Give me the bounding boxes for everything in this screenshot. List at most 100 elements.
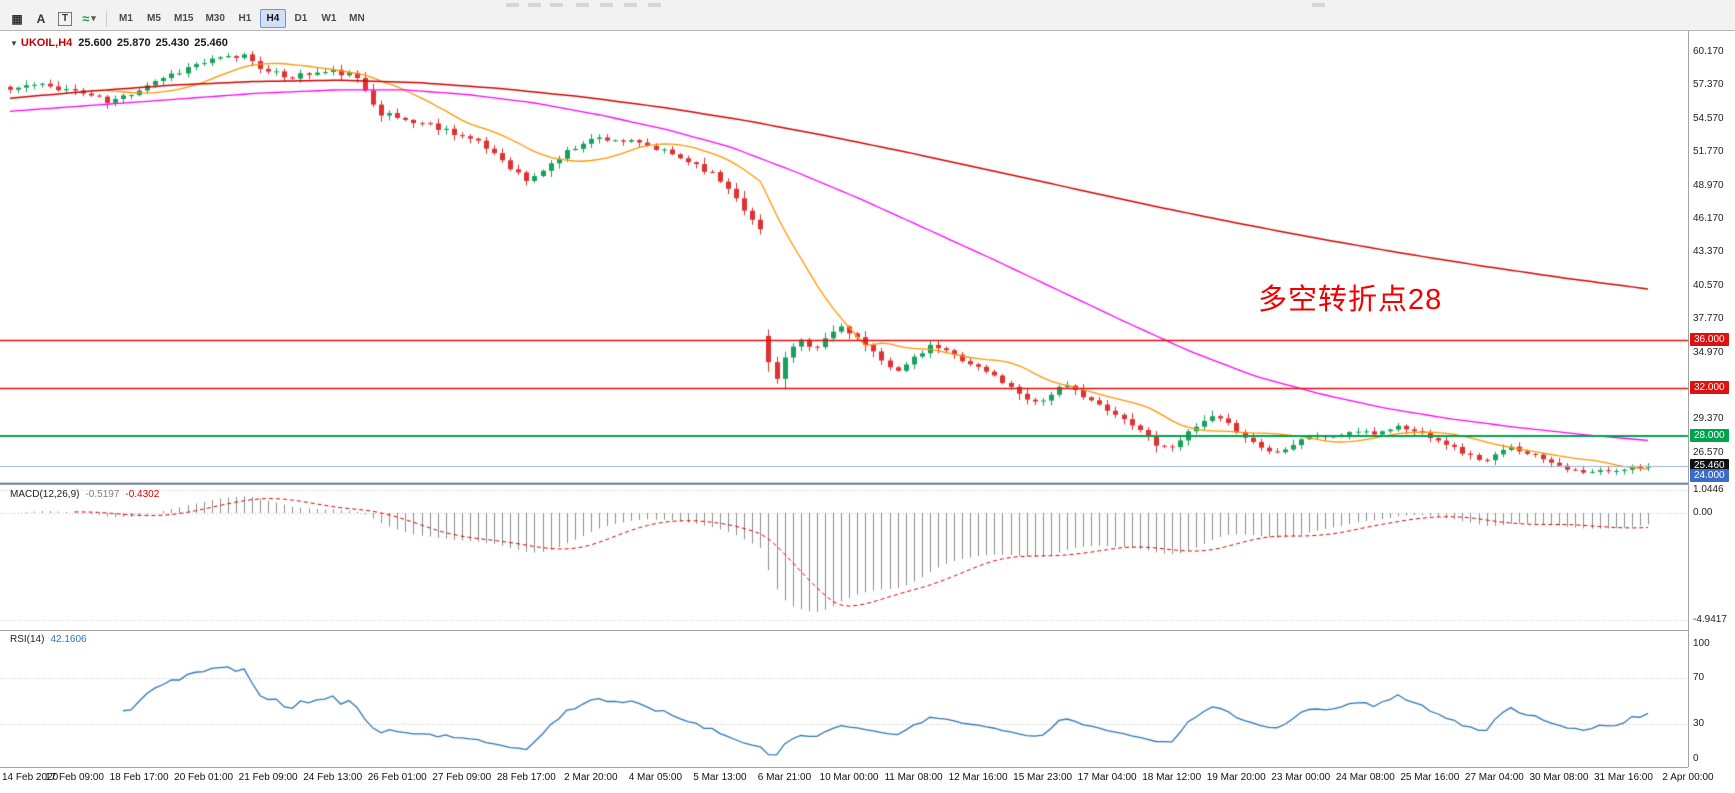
panel-divider-macd-rsi[interactable] — [0, 630, 1688, 631]
price-axis-label: 46.170 — [1693, 212, 1724, 224]
macd-name: MACD(12,26,9) — [10, 489, 80, 500]
panel-divider-main-macd[interactable] — [0, 484, 1688, 485]
chevron-down-icon: ▾ — [91, 13, 96, 23]
close-value: 25.460 — [194, 37, 228, 49]
time-axis-label: 5 Mar 13:00 — [693, 772, 747, 783]
timeframe-button-w1[interactable]: W1 — [316, 9, 342, 28]
symbol-ohlc-header: ▼ UKOIL,H4 25.600 25.870 25.430 25.460 — [10, 37, 233, 49]
macd-axis-label: 1.0446 — [1693, 484, 1724, 496]
time-axis[interactable]: 14 Feb 2020 17 Feb 09:00 18 Feb 17:00 20 Fe… — [0, 770, 1735, 788]
clipped-toolbar-row — [0, 0, 1735, 7]
rsi-axis-label: 0 — [1693, 753, 1699, 764]
open-value: 25.600 — [78, 37, 112, 49]
price-axis-label: 48.970 — [1693, 179, 1724, 191]
price-axis-label: 43.370 — [1693, 246, 1724, 258]
timeframe-button-h4[interactable]: H4 — [259, 9, 286, 28]
time-axis-label: 10 Mar 00:00 — [819, 772, 879, 783]
time-axis-label: 2 Apr 00:00 — [1662, 772, 1714, 783]
time-axis-label: 17 Mar 04:00 — [1077, 772, 1137, 783]
price-axis-label: 54.570 — [1693, 112, 1724, 124]
rsi-axis-label: 100 — [1693, 637, 1710, 649]
price-axis-label: 57.370 — [1693, 79, 1724, 91]
time-axis-label: 18 Mar 12:00 — [1142, 772, 1202, 783]
time-axis-label: 14 Feb 2020 — [2, 772, 59, 783]
clipped-icon-fragment — [576, 3, 589, 7]
price-axis-label: 26.570 — [1693, 446, 1724, 458]
chart-toolbar: ▦ A T ≈ ▾ M1 M5 M15 M30 H1 H4 D1 W1 MN — [0, 7, 1735, 31]
time-axis-label: 4 Mar 05:00 — [628, 772, 683, 783]
time-axis-label: 18 Feb 17:00 — [109, 772, 169, 783]
timeframe-button-m30[interactable]: M30 — [200, 9, 229, 28]
text-a-glyph: A — [36, 11, 46, 26]
price-badge-25.460: 25.460 — [1690, 458, 1729, 472]
high-value: 25.870 — [116, 37, 151, 49]
time-axis-label: 28 Feb 17:00 — [496, 772, 556, 783]
price-axis-border — [1688, 31, 1689, 767]
clipped-icon-fragment — [648, 3, 661, 7]
timeframe-button-mn[interactable]: MN — [344, 9, 370, 28]
clipped-icon-fragment — [1312, 3, 1325, 7]
clipped-icon-fragment — [528, 3, 541, 7]
price-axis-label: 37.770 — [1693, 313, 1724, 325]
time-axis-label: 25 Mar 16:00 — [1400, 772, 1460, 783]
time-axis-label: 17 Feb 09:00 — [45, 772, 104, 783]
timeframe-button-m5[interactable]: M5 — [141, 9, 167, 28]
toolbar-separator — [106, 10, 107, 27]
price-badge-24.000: 24.000 — [1690, 469, 1729, 482]
timeframe-button-d1[interactable]: D1 — [288, 9, 314, 28]
clipped-icon-fragment — [550, 3, 563, 7]
time-axis-label: 30 Mar 08:00 — [1529, 772, 1589, 783]
macd-signal-value: -0.4302 — [125, 489, 160, 500]
clipped-icon-fragment — [624, 3, 637, 7]
indicator-wave-icon: ≈ — [82, 11, 90, 26]
price-axis-label: 29.370 — [1693, 413, 1724, 425]
time-axis-label: 31 Mar 16:00 — [1593, 772, 1653, 783]
windows-grid-glyph: ▦ — [11, 11, 23, 26]
indicators-icon[interactable]: ≈ ▾ — [78, 9, 100, 28]
time-axis-label: 23 Mar 00:00 — [1271, 772, 1331, 783]
macd-indicator-label: MACD(12,26,9) -0.5197 -0.4302 — [10, 489, 159, 500]
timeframe-button-m15[interactable]: M15 — [169, 9, 198, 28]
chart-marker-icon: ▼ — [10, 39, 18, 48]
price-axis-label: 40.570 — [1693, 279, 1724, 291]
rsi-name: RSI(14) — [10, 634, 45, 645]
time-axis-label: 12 Mar 16:00 — [948, 772, 1008, 783]
time-axis-label: 20 Feb 01:00 — [174, 772, 234, 783]
time-axis-label: 27 Mar 04:00 — [1464, 772, 1524, 783]
rsi-axis-label: 70 — [1693, 672, 1705, 684]
time-axis-label: 21 Feb 09:00 — [238, 772, 298, 783]
clipped-icon-fragment — [600, 3, 613, 7]
time-axis-label: 24 Feb 13:00 — [303, 772, 363, 783]
timeframe-button-m1[interactable]: M1 — [113, 9, 139, 28]
price-axis-label: 60.170 — [1693, 46, 1724, 57]
time-axis-label: 19 Mar 20:00 — [1206, 772, 1266, 783]
time-axis-label: 26 Feb 01:00 — [367, 772, 427, 783]
time-axis-label: 11 Mar 08:00 — [884, 772, 943, 783]
price-badge-32.000: 32.000 — [1690, 380, 1729, 394]
symbol-name: UKOIL,H4 — [20, 37, 73, 49]
macd-main-value: -0.5197 — [85, 489, 120, 500]
chart-text-annotation[interactable]: 多空转折点28 — [1258, 284, 1443, 316]
macd-axis-label: 0.00 — [1693, 507, 1713, 518]
macd-axis-label: -4.9417 — [1693, 613, 1727, 625]
windows-grid-icon[interactable]: ▦ — [6, 9, 28, 28]
price-badge-28.000: 28.000 — [1690, 428, 1729, 442]
price-badge-36.000: 36.000 — [1690, 333, 1729, 347]
time-axis-label: 27 Feb 09:00 — [432, 772, 492, 783]
time-axis-label: 6 Mar 21:00 — [757, 772, 812, 783]
text-box-icon[interactable]: T — [54, 9, 76, 28]
timeframe-button-h1[interactable]: H1 — [232, 9, 258, 28]
price-axis-label: 34.970 — [1693, 346, 1724, 358]
panel-divider-rsi-dates — [0, 767, 1688, 768]
rsi-axis-label: 30 — [1693, 718, 1705, 730]
clipped-icon-fragment — [506, 3, 519, 7]
rsi-indicator-label: RSI(14) 42.1606 — [10, 634, 87, 645]
text-t-glyph: T — [57, 11, 73, 26]
timeframe-group: M1 M5 M15 M30 H1 H4 D1 W1 MN — [112, 9, 371, 28]
price-axis-label: 51.770 — [1693, 146, 1724, 158]
time-axis-label: 24 Mar 08:00 — [1335, 772, 1395, 783]
rsi-value: 42.1606 — [50, 634, 87, 645]
text-annotation-icon[interactable]: A — [30, 9, 52, 28]
